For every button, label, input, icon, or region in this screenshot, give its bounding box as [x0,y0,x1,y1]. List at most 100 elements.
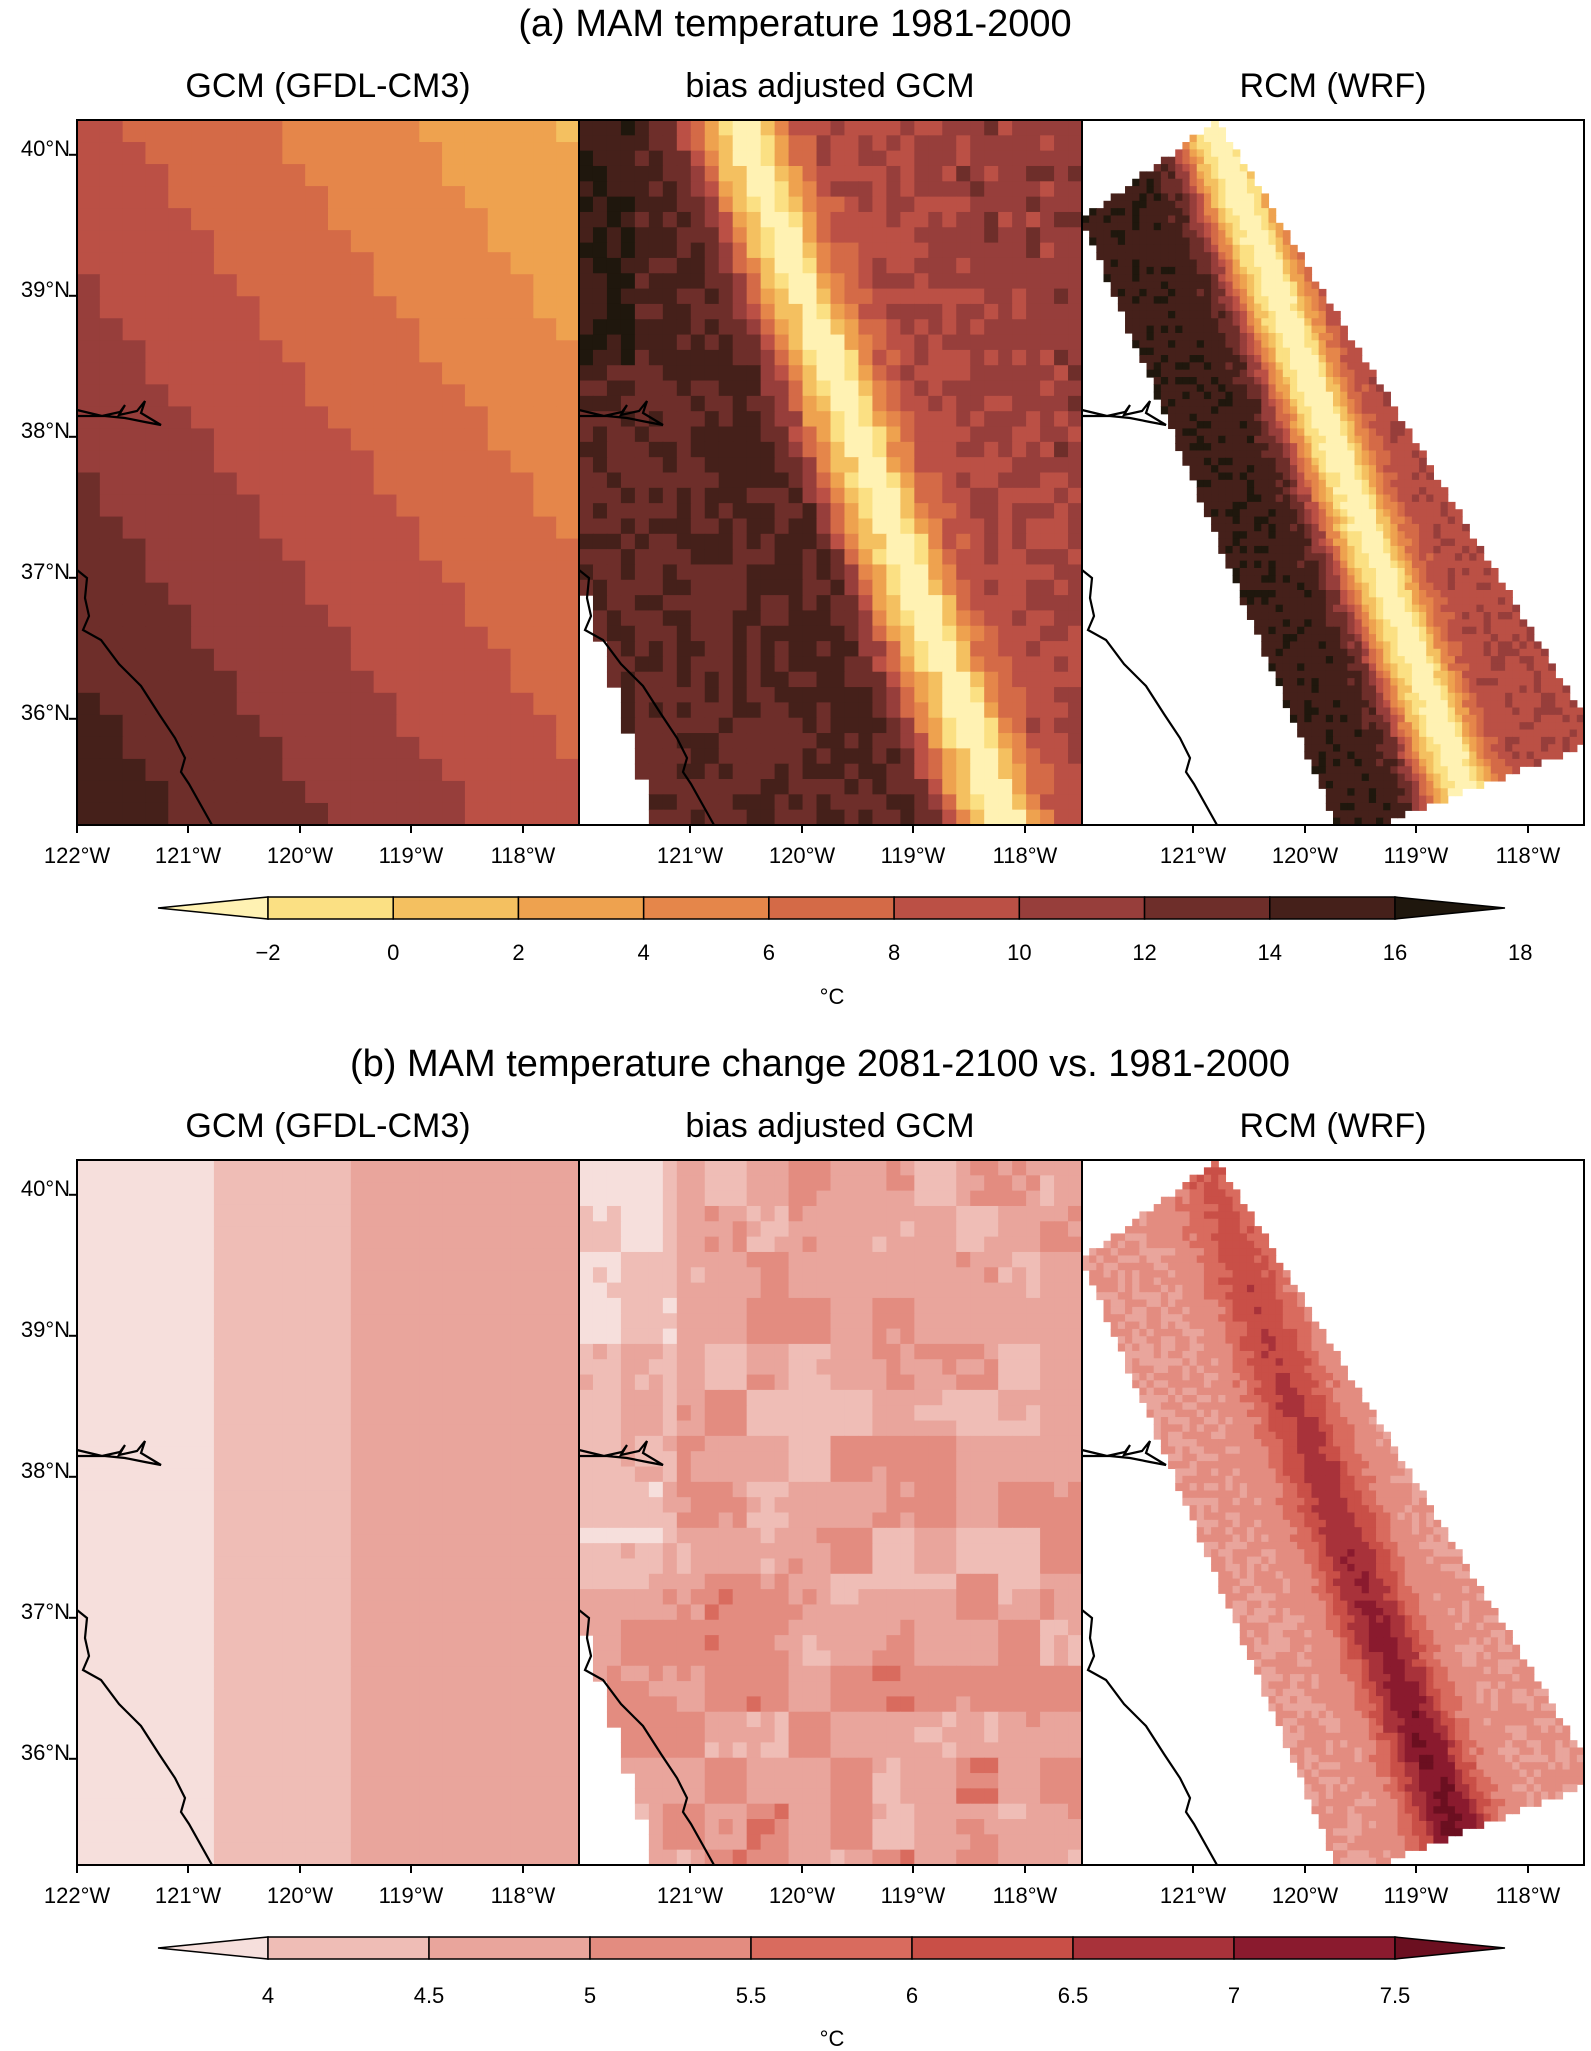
grid-cell [1447,597,1456,606]
grid-cell [1246,450,1255,459]
grid-cell [1196,178,1205,187]
grid-cell [1168,215,1176,224]
grid-cell [886,211,901,228]
grid-cell [634,533,650,550]
grid-cell [168,802,192,825]
grid-cell [1160,362,1169,371]
grid-cell [998,610,1013,627]
grid-cell [1068,687,1082,703]
grid-cell [77,626,101,650]
grid-cell [662,656,678,673]
grid-cell [802,181,818,198]
grid-cell [956,717,971,734]
grid-cell [872,748,887,765]
grid-cell [676,150,692,167]
grid-cell [1026,150,1041,167]
grid-cell [1246,369,1255,378]
grid-cell [1168,369,1176,378]
grid-cell [1311,443,1320,452]
grid-cell [1182,296,1191,305]
grid-cell [1354,494,1363,503]
grid-cell [1168,244,1176,253]
grid-cell [1304,685,1313,694]
grid-cell [1376,391,1384,400]
grid-cell [1246,553,1255,562]
grid-cell [830,288,846,305]
grid-cell [746,273,762,290]
grid-cell [648,135,664,152]
grid-cell [1239,567,1248,576]
grid-cell [1376,597,1384,606]
grid-cell [1261,244,1270,253]
grid-cell [1168,377,1176,385]
grid-cell [704,150,720,167]
grid-cell [1347,700,1356,709]
grid-cell [984,273,999,290]
grid-cell [1376,399,1384,407]
grid-cell [1211,142,1219,150]
grid-cell [1397,575,1406,584]
grid-cell [1125,193,1133,202]
grid-cell [914,518,929,535]
grid-cell [1462,744,1470,753]
grid-cell [122,538,147,562]
grid-cell [1426,744,1434,753]
grid-cell [1160,215,1169,224]
grid-cell [1325,590,1334,598]
grid-cell [1282,567,1291,576]
grid-cell [1189,413,1198,422]
grid-cell [1125,252,1133,261]
grid-cell [1390,714,1399,723]
grid-cell [1040,288,1055,305]
grid-cell [956,349,971,366]
grid-cell [1132,178,1140,187]
grid-cell [606,564,622,581]
grid-cell [1132,296,1140,305]
grid-cell [1246,435,1255,444]
grid-cell [1526,736,1535,745]
grid-cell [1555,700,1564,709]
grid-cell [282,274,306,297]
grid-cell [816,503,832,520]
grid-cell [704,748,720,765]
grid-cell [1505,590,1513,598]
grid-cell [592,441,608,458]
grid-cell [1311,648,1320,657]
grid-cell [662,794,678,811]
grid-cell [1497,670,1506,679]
grid-cell [1469,575,1478,584]
grid-cell [1340,619,1348,628]
grid-cell [1261,421,1270,430]
grid-cell [1182,230,1191,239]
grid-cell [1297,538,1305,547]
grid-cell [99,120,124,143]
grid-cell [872,150,887,167]
grid-cell [1361,538,1370,547]
grid-cell [328,648,352,672]
grid-cell [1304,670,1313,679]
grid-cell [1433,553,1442,562]
grid-cell [1304,347,1313,356]
grid-cell [259,736,283,760]
grid-cell [1289,303,1298,312]
grid-cell [774,150,790,167]
grid-cell [1189,156,1198,165]
grid-cell [1254,575,1262,584]
grid-cell [282,758,306,782]
grid-cell [1153,391,1162,400]
grid-cell [1196,296,1205,305]
grid-cell [1232,259,1241,268]
grid-cell [122,384,147,408]
grid-cell [350,362,375,385]
grid-cell [1282,435,1291,444]
grid-cell [236,208,261,231]
grid-cell [442,670,466,694]
grid-cell [1275,340,1284,349]
grid-cell [1347,369,1356,378]
grid-cell [122,692,147,716]
grid-cell [1533,729,1542,738]
grid-cell [1068,395,1082,412]
grid-cell [648,380,664,397]
grid-cell [556,384,579,408]
grid-cell [1282,479,1291,488]
